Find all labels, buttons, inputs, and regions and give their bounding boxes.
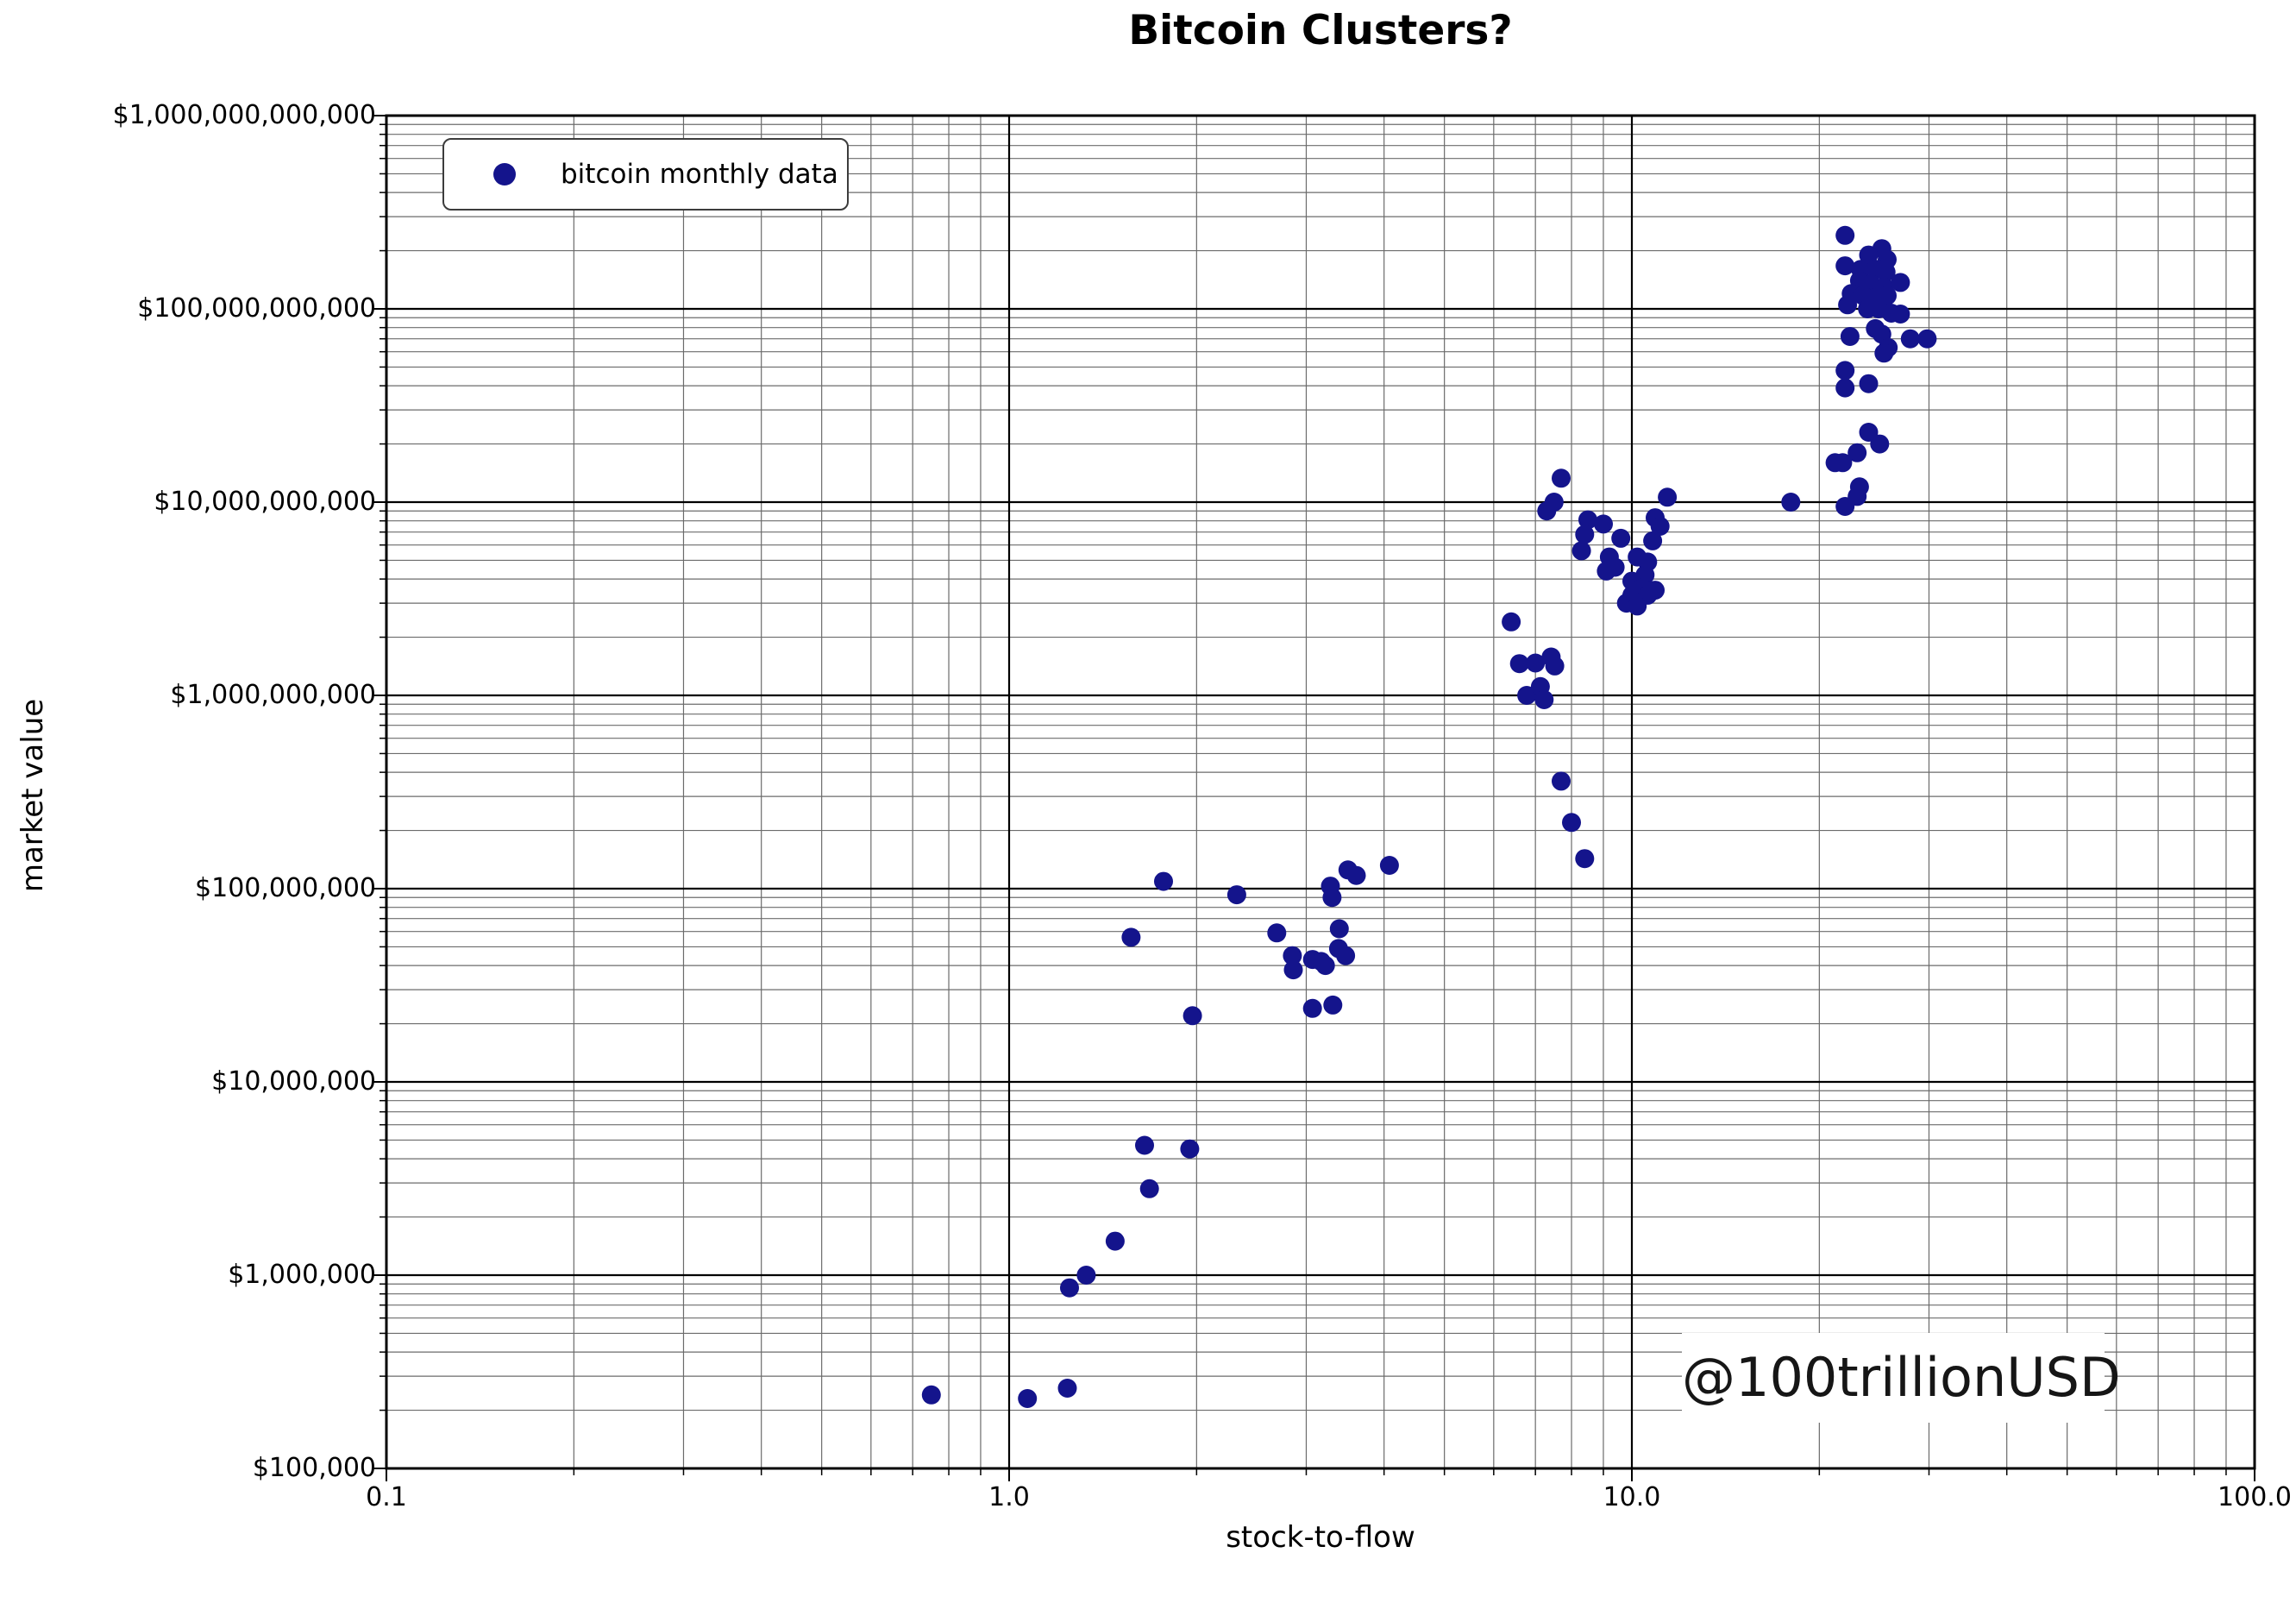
data-point (1183, 1006, 1202, 1026)
legend-label: bitcoin monthly data (561, 159, 838, 190)
data-point (1575, 525, 1595, 544)
data-point (1154, 871, 1173, 891)
data-point (1534, 690, 1554, 709)
data-point (1891, 273, 1910, 292)
x-tick-label: 1.0 (988, 1482, 1030, 1512)
data-point (1180, 1139, 1200, 1159)
data-point (1917, 329, 1937, 349)
data-point (1578, 510, 1597, 530)
y-tick-label: $100,000,000,000 (137, 293, 376, 324)
data-point (1597, 561, 1616, 581)
x-tick-label: 0.1 (366, 1482, 407, 1512)
y-tick-label: $10,000,000 (211, 1066, 376, 1097)
data-point (1575, 849, 1595, 869)
data-point (1322, 888, 1342, 908)
data-point (1552, 468, 1571, 488)
y-tick-label: $1,000,000,000,000 (112, 100, 376, 130)
data-point (1302, 998, 1322, 1018)
data-point (1315, 956, 1335, 976)
data-point (1847, 443, 1867, 462)
x-axis-label: stock-to-flow (1226, 1520, 1415, 1555)
data-point (1650, 517, 1670, 536)
data-point (1835, 378, 1855, 398)
data-point (1900, 329, 1920, 349)
plot-border (385, 114, 2256, 1470)
data-point (1859, 374, 1879, 393)
data-point (1502, 612, 1521, 632)
data-point (1643, 531, 1663, 550)
data-point (1545, 656, 1565, 676)
data-point (1329, 919, 1349, 939)
y-tick-label: $100,000 (252, 1453, 376, 1483)
data-point (1283, 960, 1303, 980)
chart-title: Bitcoin Clusters? (1128, 7, 1513, 54)
y-tick-label: $1,000,000 (228, 1260, 376, 1290)
data-point (1835, 256, 1855, 276)
data-point (1874, 343, 1894, 363)
data-point (1646, 581, 1665, 600)
data-point (1060, 1278, 1079, 1298)
y-tick-label: $1,000,000,000 (170, 680, 376, 710)
data-point (1336, 946, 1356, 965)
data-point (1379, 856, 1399, 875)
x-tick-label: 100.0 (2218, 1482, 2292, 1512)
data-point (1628, 596, 1647, 616)
data-point (1611, 528, 1631, 548)
legend-marker-icon (493, 163, 516, 185)
data-point (1105, 1231, 1125, 1251)
data-point (1562, 813, 1581, 833)
data-point (1658, 487, 1678, 507)
data-point (1571, 541, 1591, 561)
data-point (1135, 1135, 1154, 1155)
data-point (1139, 1179, 1159, 1198)
data-point (1891, 305, 1910, 324)
data-point (1825, 453, 1845, 473)
x-tick-label: 10.0 (1603, 1482, 1661, 1512)
data-point (1544, 493, 1564, 512)
legend: bitcoin monthly data (442, 138, 849, 211)
data-point (1509, 654, 1529, 674)
y-tick-label: $100,000,000 (195, 873, 376, 903)
data-point (1283, 946, 1302, 965)
data-point (1594, 514, 1613, 534)
data-point (1267, 923, 1287, 943)
data-point (1057, 1379, 1077, 1398)
data-point (1346, 865, 1366, 885)
data-point (1781, 493, 1801, 512)
y-tick-label: $10,000,000,000 (154, 487, 376, 517)
data-point (1552, 771, 1571, 791)
data-point (1838, 295, 1858, 315)
data-point (1835, 225, 1855, 245)
data-point (1121, 927, 1141, 947)
data-point (1018, 1389, 1038, 1408)
y-axis-label: market value (16, 698, 50, 893)
data-point (1835, 497, 1855, 516)
data-point (1835, 361, 1855, 380)
data-point (1526, 653, 1546, 673)
data-point (1876, 262, 1896, 282)
watermark: @100trillionUSD (1682, 1333, 2121, 1423)
data-point (921, 1385, 941, 1405)
data-point (1076, 1266, 1096, 1285)
data-point (1870, 434, 1890, 454)
data-point (1226, 885, 1246, 905)
data-point (1840, 327, 1860, 346)
data-point (1323, 995, 1343, 1015)
data-point (1859, 245, 1879, 265)
data-point (1517, 686, 1537, 705)
